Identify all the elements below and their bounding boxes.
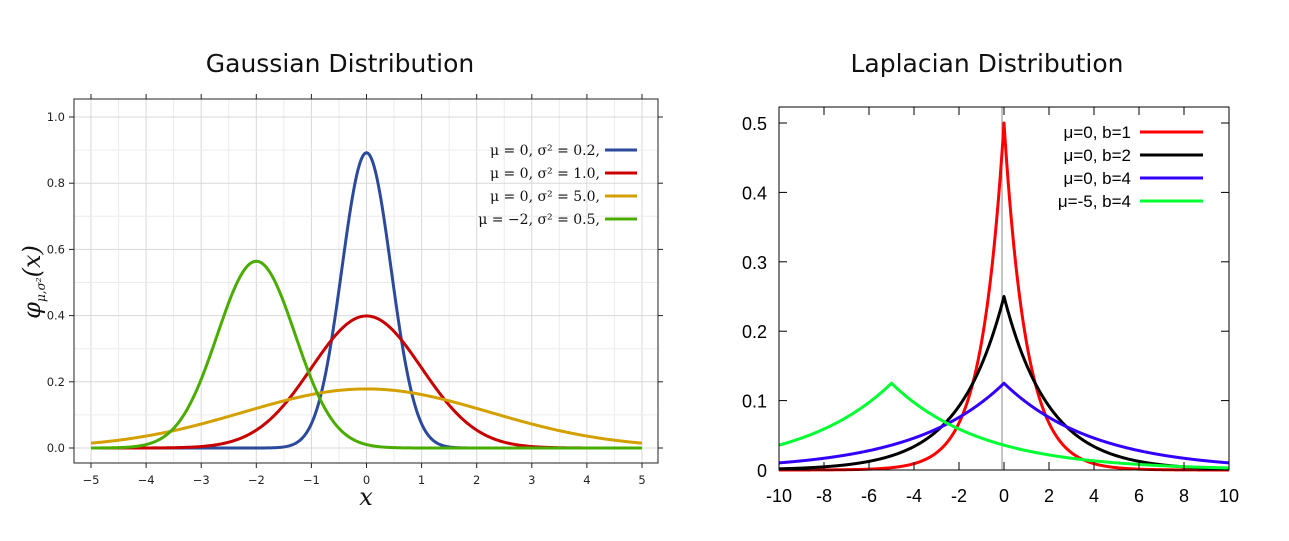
gaussian-x-tick-label: 4: [583, 473, 590, 487]
gaussian-legend-label: μ = 0, σ² = 5.0,: [490, 189, 600, 205]
gaussian-y-tick-label: 0.0: [47, 441, 65, 455]
gaussian-series-line: [90, 387, 643, 445]
gaussian-y-tick-label: 0.2: [47, 375, 65, 389]
laplacian-series-line: [778, 381, 1230, 470]
gaussian-x-tick-label: −1: [303, 473, 320, 487]
laplacian-x-tick-label: -2: [951, 486, 967, 506]
gaussian-legend-label: μ = 0, σ² = 1.0,: [490, 166, 600, 182]
laplacian-y-tick-label: 0.1: [742, 392, 767, 412]
gaussian-y-label-main: φ: [18, 302, 46, 319]
gaussian-y-tick-label: 1.0: [47, 110, 65, 124]
gaussian-y-label-sub: μ,σ²: [34, 277, 48, 302]
laplacian-chart: Laplacian Distribution -10 -8 -6 -4 -2 0 2 4 6 8 1…: [742, 49, 1239, 506]
gaussian-x-tick-label: −2: [248, 473, 265, 487]
laplacian-x-tick-label: 6: [1134, 486, 1144, 506]
laplacian-legend-label: μ=0, b=1: [1064, 123, 1131, 142]
gaussian-curves: [90, 151, 643, 450]
gaussian-y-label-arg: (x): [18, 245, 46, 277]
laplacian-x-tick-label: -10: [766, 486, 792, 506]
laplacian-y-tick-label: 0.2: [742, 322, 767, 342]
gaussian-legend: μ = 0, σ² = 0.2, μ = 0, σ² = 1.0, μ = 0, σ…: [478, 143, 637, 228]
laplacian-x-tick-label: 2: [1044, 486, 1054, 506]
laplacian-x-tick-label: 8: [1179, 486, 1189, 506]
gaussian-x-tick-label: −4: [138, 473, 155, 487]
laplacian-y-tick-label: 0.5: [742, 114, 767, 134]
gaussian-chart: Gaussian Distribution −5 −4 −3 −2 −1 0 1 2 3 4 5 0.…: [18, 49, 663, 511]
gaussian-x-tick-label: −3: [193, 473, 210, 487]
laplacian-y-tick-label: 0.4: [742, 183, 767, 203]
gaussian-y-tick-label: 0.4: [47, 309, 65, 323]
laplacian-legend-label: μ=0, b=4: [1064, 169, 1131, 188]
laplacian-plot-frame: [778, 106, 1230, 471]
laplacian-legend: μ=0, b=1 μ=0, b=2 μ=0, b=4 μ=-5, b=4: [1058, 123, 1203, 211]
gaussian-x-tick-label: 5: [638, 473, 645, 487]
laplacian-x-tick-label: -6: [861, 486, 877, 506]
laplacian-x-tick-label: 10: [1219, 486, 1239, 506]
gaussian-ticks: −5 −4 −3 −2 −1 0 1 2 3 4 5 0.0 0.2 0.4 0.6 0.8 1.0: [47, 94, 663, 487]
gaussian-y-axis-label: φμ,σ²(x): [18, 245, 48, 319]
gaussian-x-axis-label: x: [359, 483, 373, 511]
laplacian-y-tick-label: 0: [757, 461, 767, 481]
gaussian-x-tick-label: 0: [363, 473, 370, 487]
gaussian-y-tick-label: 0.8: [47, 176, 65, 190]
svg-text:φμ,σ²(x): φμ,σ²(x): [18, 245, 48, 319]
laplacian-x-tick-label: 4: [1089, 486, 1099, 506]
gaussian-series-line: [90, 259, 643, 450]
laplacian-y-tick-label: 0.3: [742, 253, 767, 273]
gaussian-x-tick-label: 3: [528, 473, 535, 487]
gaussian-x-tick-label: 1: [418, 473, 425, 487]
gaussian-x-tick-label: −5: [83, 473, 100, 487]
laplacian-legend-label: μ=-5, b=4: [1058, 192, 1131, 211]
gaussian-title: Gaussian Distribution: [206, 49, 475, 78]
laplacian-ticks: -10 -8 -6 -4 -2 0 2 4 6 8 10 0 0.1 0.2 0.3 0.4 0.5: [742, 107, 1239, 506]
laplacian-series-line: [778, 381, 1230, 465]
laplacian-legend-label: μ=0, b=2: [1064, 146, 1131, 165]
gaussian-legend-label: μ = −2, σ² = 0.5,: [478, 212, 600, 228]
laplacian-curves: [778, 121, 1230, 472]
laplacian-x-tick-label: -8: [816, 486, 832, 506]
laplacian-x-tick-label: -4: [906, 486, 922, 506]
gaussian-x-tick-label: 2: [473, 473, 480, 487]
gaussian-legend-label: μ = 0, σ² = 0.2,: [490, 143, 600, 159]
laplacian-x-tick-label: 0: [999, 486, 1009, 506]
gaussian-y-tick-label: 0.6: [47, 242, 65, 256]
laplacian-title: Laplacian Distribution: [850, 49, 1123, 78]
